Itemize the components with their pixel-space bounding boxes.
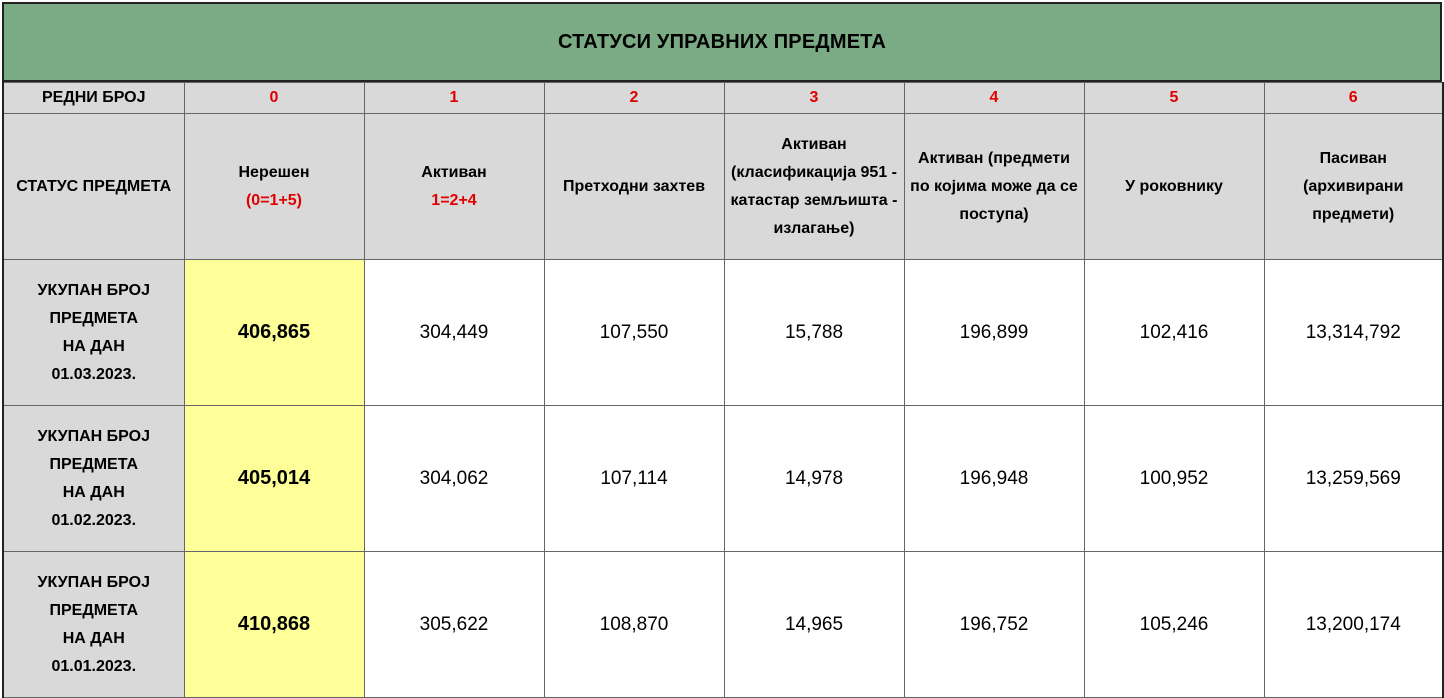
status-row-label[interactable]: СТАТУС ПРЕДМЕТА xyxy=(2,113,185,260)
status-header-cell[interactable]: Претходни захтев xyxy=(543,113,725,260)
value-cell[interactable]: 107,550 xyxy=(543,259,725,406)
status-header-cell[interactable]: Активан (класификација 951 - катастар зе… xyxy=(723,113,905,260)
status-header-text: Нерешен xyxy=(238,163,310,181)
index-number-2[interactable]: 2 xyxy=(543,82,725,114)
value-cell[interactable]: 15,788 xyxy=(723,259,905,406)
value-cell[interactable]: 14,978 xyxy=(723,405,905,552)
row-label-date: 01.03.2023. xyxy=(51,365,137,383)
status-header-formula: (0=1+5) xyxy=(245,191,303,209)
status-header-text: У роковнику xyxy=(1125,177,1223,195)
status-table: РЕДНИ БРОЈ 0 1 2 3 4 5 6 СТАТУС ПРЕДМЕТА… xyxy=(2,82,1444,698)
status-header-cell[interactable]: У роковнику xyxy=(1083,113,1265,260)
value-cell[interactable]: 196,752 xyxy=(903,551,1085,698)
row-label-line: НА ДАН xyxy=(62,629,125,647)
value-cell[interactable]: 13,314,792 xyxy=(1263,259,1444,406)
row-label-line: ПРЕДМЕТА xyxy=(49,309,139,327)
value-cell[interactable]: 196,899 xyxy=(903,259,1085,406)
row-label-date: 01.01.2023. xyxy=(51,657,137,675)
index-row-label[interactable]: РЕДНИ БРОЈ xyxy=(2,82,185,114)
row-label-date: 01.02.2023. xyxy=(51,511,137,529)
value-cell[interactable]: 14,965 xyxy=(723,551,905,698)
status-header-cell[interactable]: Активан (предмети по којима може да се п… xyxy=(903,113,1085,260)
row-label-line: НА ДАН xyxy=(62,483,125,501)
status-header-row: СТАТУС ПРЕДМЕТА Нерешен (0=1+5) Активан … xyxy=(2,113,1444,260)
index-row: РЕДНИ БРОЈ 0 1 2 3 4 5 6 xyxy=(2,82,1444,114)
row-label-line: ПРЕДМЕТА xyxy=(49,455,139,473)
data-row: УКУПАН БРОЈ ПРЕДМЕТА НА ДАН 01.01.2023. … xyxy=(2,551,1444,698)
row-label-line: УКУПАН БРОЈ xyxy=(37,281,150,299)
row-label-line: ПРЕДМЕТА xyxy=(49,601,139,619)
row-label-line: УКУПАН БРОЈ xyxy=(37,573,150,591)
value-cell[interactable]: 102,416 xyxy=(1083,259,1265,406)
status-header-text: Активан xyxy=(421,163,487,181)
value-cell[interactable]: 304,062 xyxy=(363,405,545,552)
status-header-text: Претходни захтев xyxy=(562,177,706,195)
index-number-4[interactable]: 4 xyxy=(903,82,1085,114)
row-label-cell[interactable]: УКУПАН БРОЈ ПРЕДМЕТА НА ДАН 01.02.2023. xyxy=(2,405,185,552)
index-number-6[interactable]: 6 xyxy=(1263,82,1444,114)
value-cell[interactable]: 304,449 xyxy=(363,259,545,406)
sheet-title[interactable]: СТАТУСИ УПРАВНИХ ПРЕДМЕТА xyxy=(2,2,1442,82)
status-header-cell[interactable]: Активан 1=2+4 xyxy=(363,113,545,260)
value-cell-unresolved[interactable]: 406,865 xyxy=(183,259,365,406)
value-cell[interactable]: 13,200,174 xyxy=(1263,551,1444,698)
index-number-5[interactable]: 5 xyxy=(1083,82,1265,114)
status-header-text: Пасиван (архивирани предмети) xyxy=(1303,149,1404,223)
index-number-0[interactable]: 0 xyxy=(183,82,365,114)
status-header-text: Активан (класификација 951 - катастар зе… xyxy=(730,135,898,237)
data-row: УКУПАН БРОЈ ПРЕДМЕТА НА ДАН 01.02.2023. … xyxy=(2,405,1444,552)
value-cell[interactable]: 107,114 xyxy=(543,405,725,552)
value-cell-unresolved[interactable]: 405,014 xyxy=(183,405,365,552)
status-header-formula: 1=2+4 xyxy=(431,191,477,209)
value-cell-unresolved[interactable]: 410,868 xyxy=(183,551,365,698)
status-header-text: Активан (предмети по којима може да се п… xyxy=(910,149,1078,223)
status-header-cell[interactable]: Пасиван (архивирани предмети) xyxy=(1263,113,1444,260)
index-number-3[interactable]: 3 xyxy=(723,82,905,114)
value-cell[interactable]: 196,948 xyxy=(903,405,1085,552)
value-cell[interactable]: 108,870 xyxy=(543,551,725,698)
row-label-line: НА ДАН xyxy=(62,337,125,355)
data-row: УКУПАН БРОЈ ПРЕДМЕТА НА ДАН 01.03.2023. … xyxy=(2,259,1444,406)
status-header-cell[interactable]: Нерешен (0=1+5) xyxy=(183,113,365,260)
value-cell[interactable]: 13,259,569 xyxy=(1263,405,1444,552)
row-label-cell[interactable]: УКУПАН БРОЈ ПРЕДМЕТА НА ДАН 01.01.2023. xyxy=(2,551,185,698)
row-label-line: УКУПАН БРОЈ xyxy=(37,427,150,445)
row-label-cell[interactable]: УКУПАН БРОЈ ПРЕДМЕТА НА ДАН 01.03.2023. xyxy=(2,259,185,406)
index-number-1[interactable]: 1 xyxy=(363,82,545,114)
value-cell[interactable]: 305,622 xyxy=(363,551,545,698)
value-cell[interactable]: 105,246 xyxy=(1083,551,1265,698)
value-cell[interactable]: 100,952 xyxy=(1083,405,1265,552)
